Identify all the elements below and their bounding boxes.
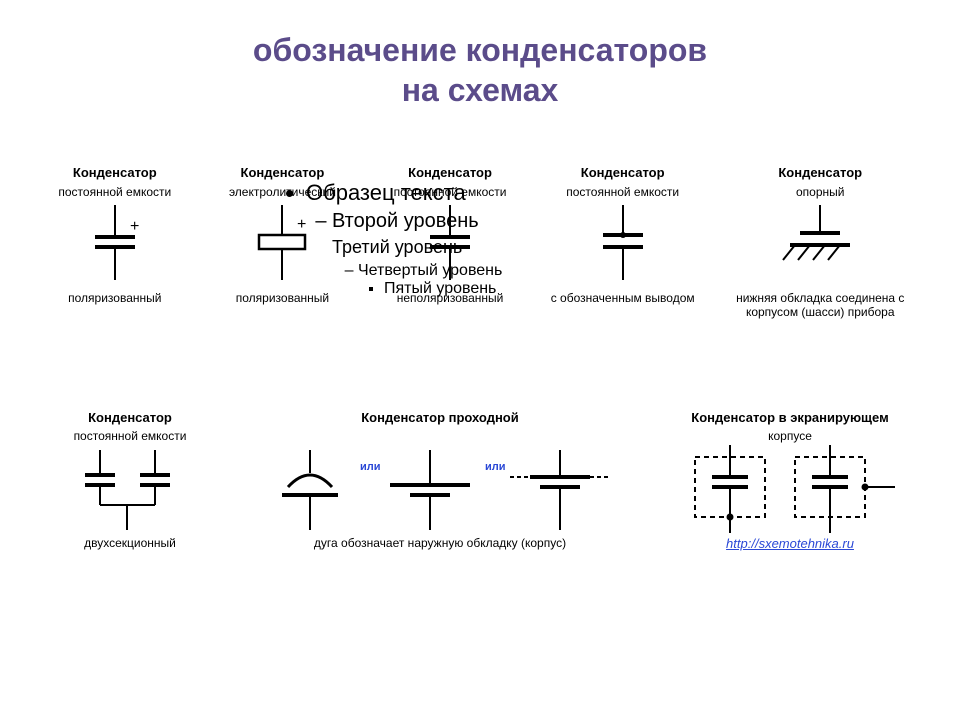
capacitor-marked-lead-icon xyxy=(588,205,658,285)
or-label-1: или xyxy=(360,461,381,473)
page-title: обозначение конденсаторов на схемах xyxy=(0,0,960,110)
cell-polar1: Конденсатор постоянной емкости + поляриз… xyxy=(40,165,190,320)
cell-chassis: Конденсатор опорный нижняя обкладка соед… xyxy=(720,165,920,320)
label-top: Конденсатор проходной xyxy=(361,410,519,426)
capacitor-dual-icon xyxy=(70,450,190,530)
label-top: Конденсатор xyxy=(241,165,325,181)
row-2: Конденсатор постоянной емкости двухсекци… xyxy=(40,410,920,552)
label-bottom: поляризованный xyxy=(68,291,161,305)
label-top: Конденсатор xyxy=(778,165,862,181)
label-sub: постоянной емкости xyxy=(74,429,187,443)
cell-lead: Конденсатор постоянной емкости с обознач… xyxy=(543,165,703,320)
label-top: Конденсатор xyxy=(581,165,665,181)
capacitor-feedthrough-icon: или или xyxy=(270,450,610,530)
title-line1: обозначение конденсаторов xyxy=(253,32,707,68)
label-sub: постоянной емкости xyxy=(58,185,171,199)
outline-l5: Пятый уровень xyxy=(384,280,496,297)
label-sub: опорный xyxy=(796,185,844,199)
label-sub xyxy=(438,429,441,443)
capacitor-polarized-icon: + xyxy=(80,205,150,285)
capacitor-chassis-icon xyxy=(775,205,865,285)
label-bottom: с обозначенным выводом xyxy=(551,291,695,305)
svg-text:+: + xyxy=(130,218,139,235)
label-sub: постоянной емкости xyxy=(566,185,679,199)
label-sub: корпусе xyxy=(768,429,812,443)
outline-l1: Образец текста xyxy=(306,180,466,205)
title-line2: на схемах xyxy=(402,72,559,108)
cell-dual: Конденсатор постоянной емкости двухсекци… xyxy=(40,410,220,552)
label-bottom: двухсекционный xyxy=(84,536,176,550)
or-label-2: или xyxy=(485,461,506,473)
label-top: Конденсатор xyxy=(88,410,172,426)
label-bottom: дуга обозначает наружную обкладку (корпу… xyxy=(314,536,566,550)
outline-l2: Второй уровень xyxy=(332,210,479,232)
cell-shielded: Конденсатор в экранирующем корпусе xyxy=(660,410,920,552)
outline-l3: Третий уровень xyxy=(332,237,462,257)
outline-l4: Четвертый уровень xyxy=(358,262,502,279)
placeholder-outline: Образец текста Второй уровень Третий уро… xyxy=(280,180,502,304)
label-bottom: нижняя обкладка соединена с корпусом (ша… xyxy=(720,291,920,320)
label-top: Конденсатор xyxy=(408,165,492,181)
label-top: Конденсатор в экранирующем xyxy=(691,410,888,426)
cell-feedthrough: Конденсатор проходной или или xyxy=(260,410,620,552)
source-link[interactable]: http://sxemotehnika.ru xyxy=(726,536,854,552)
capacitor-shielded-icon xyxy=(680,450,900,530)
label-top: Конденсатор xyxy=(73,165,157,181)
